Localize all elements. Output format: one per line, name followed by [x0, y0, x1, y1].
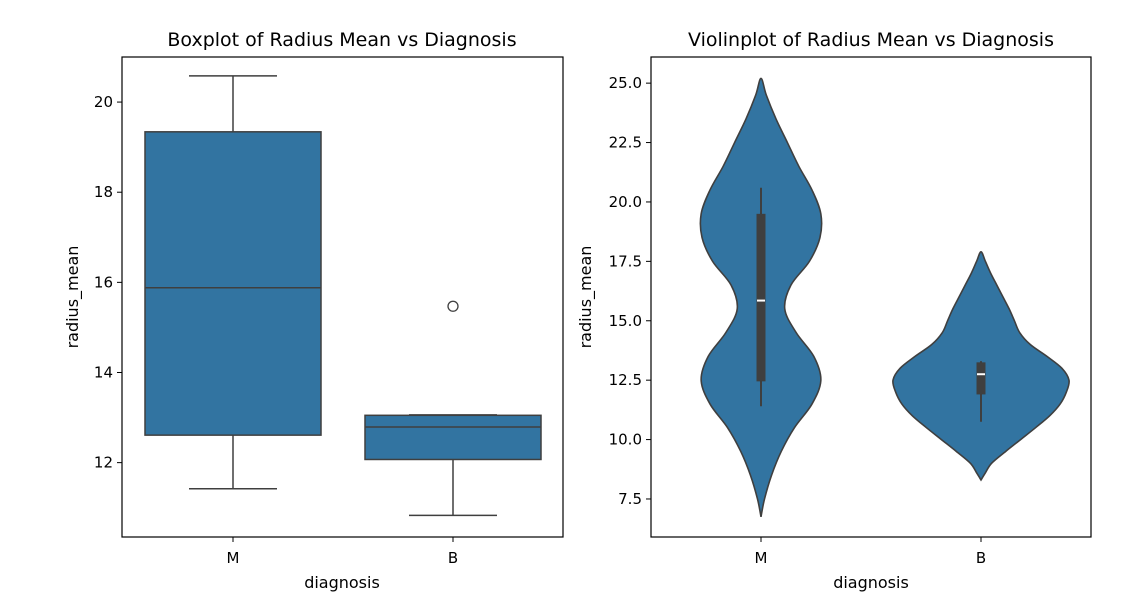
violin-iqr-box-B: [976, 362, 986, 395]
y-tick-label: 22.5: [609, 134, 642, 152]
y-tick-label: 7.5: [618, 490, 642, 508]
boxplot-x-axis-label: diagnosis: [304, 573, 380, 592]
x-tick-label-B: B: [976, 549, 986, 567]
box-B: [364, 414, 542, 461]
x-tick-label-M: M: [227, 549, 240, 567]
violinplot-y-axis-label: radius_mean: [576, 246, 596, 349]
y-tick-label: 17.5: [609, 252, 642, 270]
y-tick-label: 10.0: [609, 431, 642, 449]
y-tick-label: 14: [94, 363, 113, 381]
y-tick-label: 20: [94, 93, 113, 111]
x-tick-label-M: M: [755, 549, 768, 567]
y-tick-label: 16: [94, 273, 113, 291]
y-tick-label: 12: [94, 454, 113, 472]
y-tick-label: 25.0: [609, 74, 642, 92]
violinplot-x-axis-label: diagnosis: [833, 573, 909, 592]
boxplot-panel: Boxplot of Radius Mean vs Diagnosis diag…: [63, 29, 564, 592]
box-M: [144, 131, 322, 436]
violin-iqr-box-M: [756, 213, 766, 382]
x-tick-label-B: B: [448, 549, 458, 567]
boxplot-y-axis-label: radius_mean: [63, 246, 83, 349]
violinplot-panel: Violinplot of Radius Mean vs Diagnosis d…: [576, 29, 1092, 592]
violinplot-plot-frame: [650, 56, 1092, 538]
boxplot-title: Boxplot of Radius Mean vs Diagnosis: [167, 29, 516, 51]
y-tick-label: 18: [94, 183, 113, 201]
violinplot-title: Violinplot of Radius Mean vs Diagnosis: [688, 29, 1054, 51]
boxplot-plot-frame: [121, 56, 564, 538]
y-tick-label: 20.0: [609, 193, 642, 211]
box-outlier-B: [447, 300, 459, 312]
y-tick-label: 12.5: [609, 371, 642, 389]
y-tick-label: 15.0: [609, 312, 642, 330]
